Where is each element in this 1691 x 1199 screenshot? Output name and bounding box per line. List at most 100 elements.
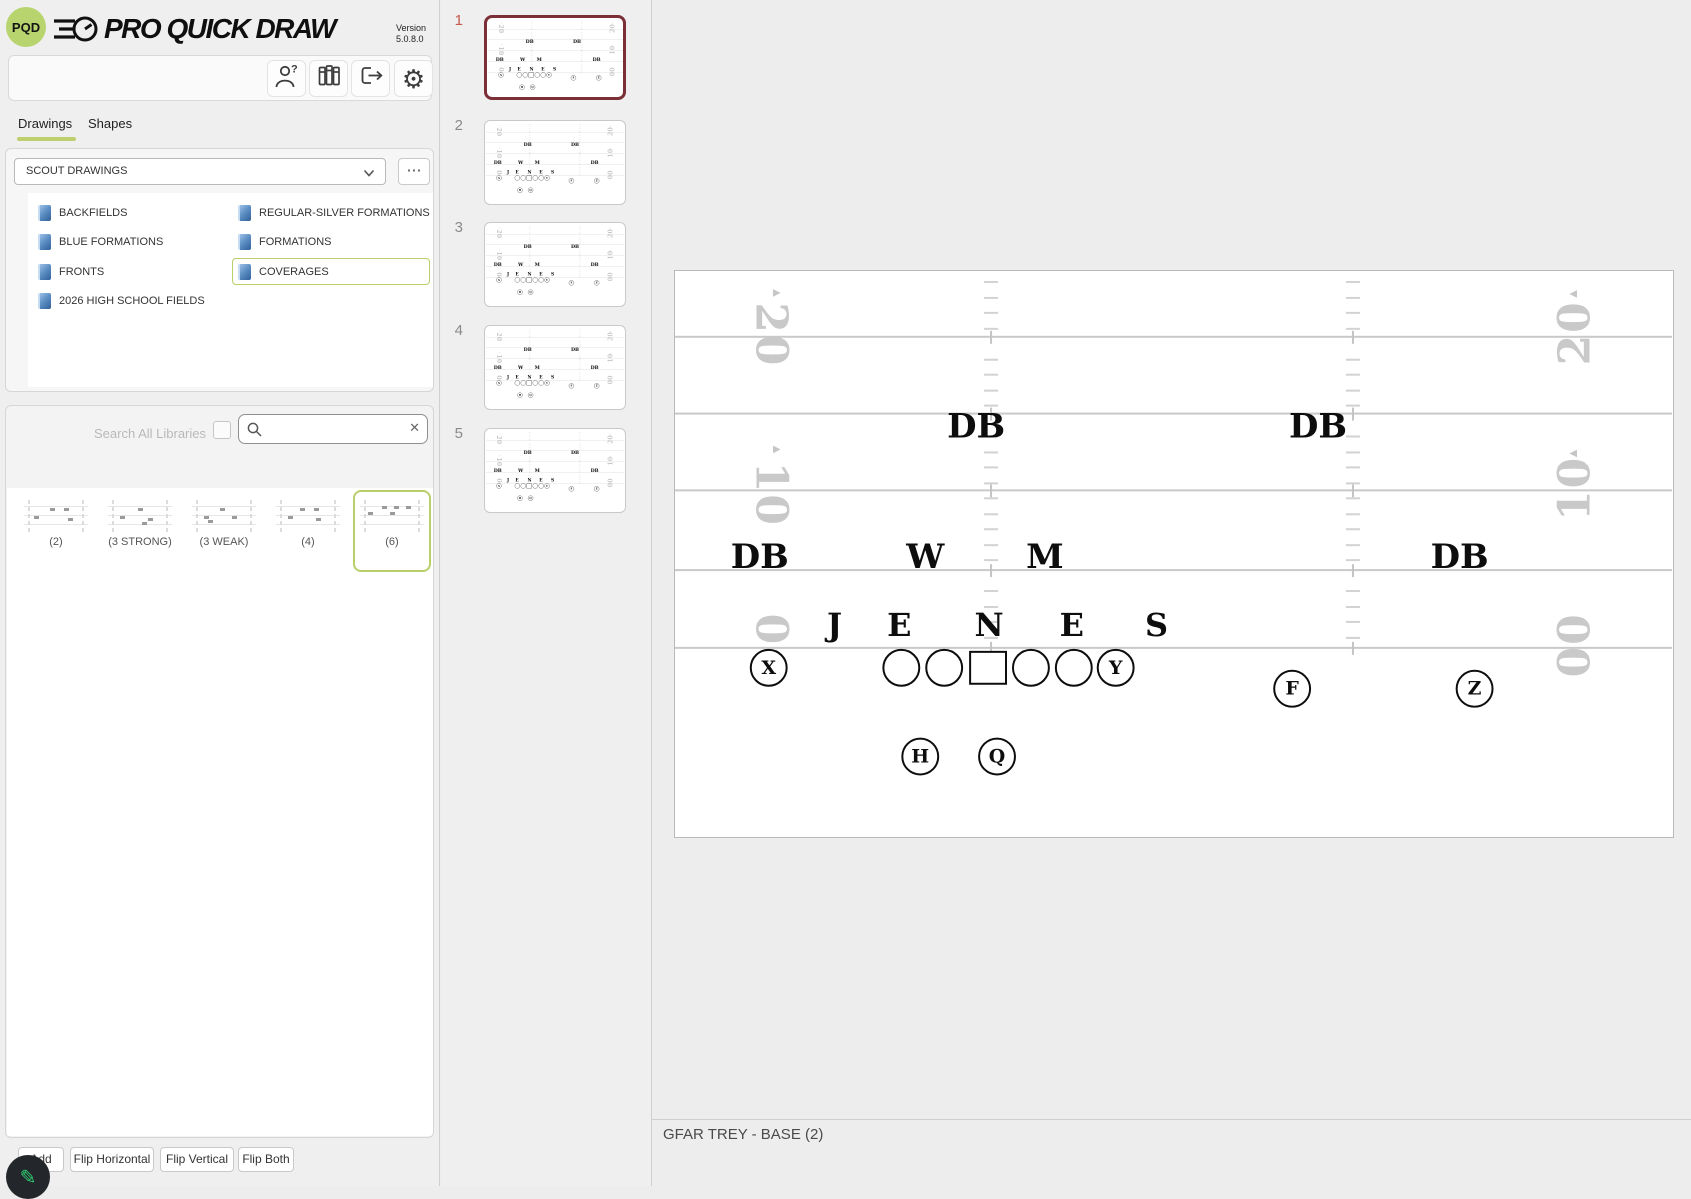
field-direction-arrow: ▲ <box>1565 288 1580 301</box>
folder-item-coverages[interactable]: COVERAGES <box>232 258 430 285</box>
defender-label-db: DB <box>524 142 532 148</box>
folder-item-2026-high-school-fields[interactable]: 2026 HIGH SCHOOL FIELDS <box>32 288 230 315</box>
mini-field-line <box>192 515 256 516</box>
flip-vertical-button[interactable]: Flip Vertical <box>160 1147 234 1172</box>
field-direction-arrow: ▲ <box>609 352 611 354</box>
settings-button[interactable]: ⚙ <box>394 60 433 97</box>
defender-label-db: DB <box>573 39 581 45</box>
flip-horizontal-button[interactable]: Flip Horizontal <box>70 1147 154 1172</box>
defender-label-e: E <box>539 477 542 482</box>
mini-field-line <box>24 506 88 507</box>
player-lineman[interactable] <box>882 649 920 687</box>
mini-hash-tick <box>166 528 168 532</box>
library-books-icon <box>316 63 342 94</box>
defender-label-db: DB <box>494 365 502 371</box>
hash-mark <box>1352 484 1354 497</box>
folder-item-fronts[interactable]: FRONTS <box>32 258 230 285</box>
defender-label-w[interactable]: W <box>906 537 944 577</box>
library-item[interactable]: (3 WEAK) <box>185 490 263 572</box>
player-lineman[interactable] <box>969 651 1007 685</box>
library-item[interactable]: (4) <box>269 490 347 572</box>
defender-label-db[interactable]: DB <box>731 537 789 577</box>
more-options-button[interactable]: ⋯ <box>398 158 430 185</box>
player-letter: Y <box>548 73 550 76</box>
library-button[interactable] <box>309 60 348 97</box>
player-lineman <box>527 381 532 386</box>
defender-label-m[interactable]: M <box>1026 537 1064 577</box>
hash-mark <box>1346 436 1360 438</box>
player-q[interactable]: Q <box>978 738 1016 776</box>
library-item-list: (2)(3 STRONG)(3 WEAK)(4)(6) <box>7 488 433 1136</box>
mini-hash-tick <box>334 528 336 532</box>
mini-field-line <box>276 524 340 525</box>
player-lineman[interactable] <box>1012 649 1050 687</box>
search-all-libraries-checkbox[interactable] <box>213 421 231 439</box>
mini-hash-tick <box>418 528 420 532</box>
player-f[interactable]: F <box>1273 670 1311 708</box>
tab-drawings[interactable]: Drawings <box>18 116 72 131</box>
player-y[interactable]: Y <box>1097 649 1135 687</box>
mini-field-line <box>360 506 424 507</box>
defender-label-s[interactable]: S <box>1145 606 1168 644</box>
defender-label-s: S <box>551 169 554 174</box>
account-help-button[interactable]: ? <box>267 60 306 97</box>
mini-field-line <box>108 506 172 507</box>
defender-label-e: E <box>515 477 518 482</box>
player-h[interactable]: H <box>901 738 939 776</box>
defender-label-j[interactable]: J <box>827 606 842 644</box>
player-q: Q <box>528 290 533 295</box>
player-lineman <box>521 483 526 488</box>
clear-search-icon[interactable]: ✕ <box>409 420 420 436</box>
player-x: X <box>496 483 501 488</box>
player-lineman[interactable] <box>925 649 963 687</box>
mini-field-line <box>24 524 88 525</box>
folder-label: FORMATIONS <box>259 236 332 248</box>
yard-number: 00 <box>1550 612 1601 677</box>
export-button[interactable] <box>351 60 390 97</box>
mini-field-line <box>276 506 340 507</box>
version-text: Version 5.0.8.0 <box>396 23 426 45</box>
hash-mark <box>1346 590 1360 592</box>
yard-number: 0 <box>745 614 796 647</box>
player-z[interactable]: Z <box>1456 670 1494 708</box>
library-dropdown[interactable]: SCOUT DRAWINGS <box>14 158 386 185</box>
defender-label-db[interactable]: DB <box>1289 407 1347 447</box>
library-item[interactable]: (2) <box>17 490 95 572</box>
defender-label-db[interactable]: DB <box>947 407 1005 447</box>
edit-fab-button[interactable]: ✎ <box>6 1155 50 1199</box>
player-y: Y <box>546 72 551 77</box>
player-y: Y <box>544 277 549 282</box>
folder-item-blue-formations[interactable]: BLUE FORMATIONS <box>32 229 230 256</box>
defender-label-db[interactable]: DB <box>1431 537 1489 577</box>
player-f: F <box>569 383 574 388</box>
library-item[interactable]: (6) <box>353 490 431 572</box>
defender-label-e[interactable]: E <box>1060 606 1084 644</box>
defender-label-e[interactable]: E <box>887 606 911 644</box>
field-direction-arrow: ▲ <box>499 125 501 127</box>
player-x[interactable]: X <box>750 649 788 687</box>
flip-both-button[interactable]: Flip Both <box>238 1147 294 1172</box>
search-input[interactable] <box>265 417 399 441</box>
defender-label-n[interactable]: N <box>974 606 1003 644</box>
field-direction-arrow: ▲ <box>501 22 503 24</box>
defender-label-db: DB <box>591 468 599 474</box>
mini-player-dot <box>50 508 55 511</box>
yard-number: 20 <box>745 302 796 367</box>
library-item[interactable]: (3 STRONG) <box>101 490 179 572</box>
folder-item-formations[interactable]: FORMATIONS <box>232 229 430 256</box>
hash-mark <box>984 482 998 484</box>
mini-hash-tick <box>112 514 114 518</box>
player-lineman <box>529 73 534 78</box>
folder-item-regular-silver-formations[interactable]: REGULAR-SILVER FORMATIONS <box>232 199 430 226</box>
mini-player-dot <box>120 516 125 519</box>
player-q: Q <box>528 393 533 398</box>
player-lineman[interactable] <box>1055 649 1093 687</box>
tab-shapes[interactable]: Shapes <box>88 116 132 131</box>
folder-item-backfields[interactable]: BACKFIELDS <box>32 199 230 226</box>
